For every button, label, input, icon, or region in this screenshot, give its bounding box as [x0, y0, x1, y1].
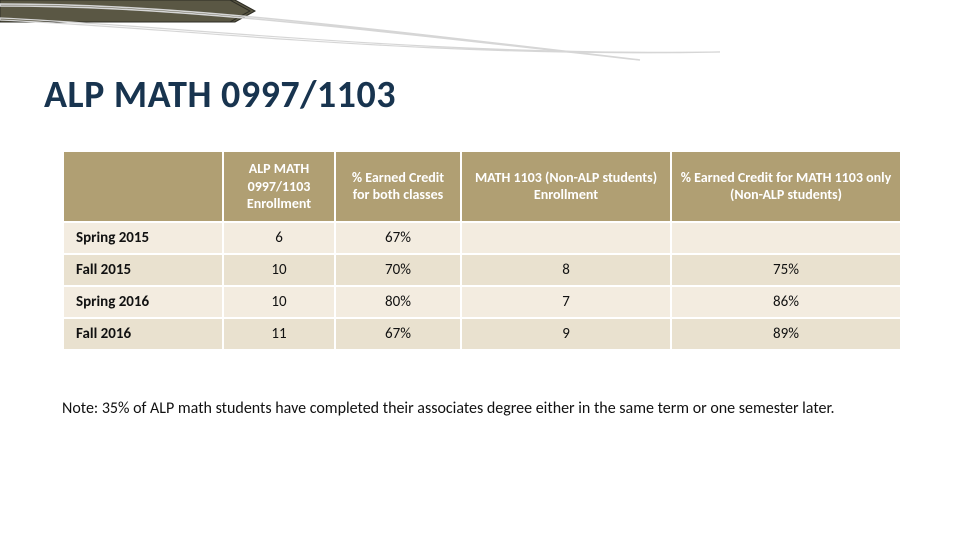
col-header-pct-nonalp: % Earned Credit for MATH 1103 only (Non-…: [671, 151, 901, 222]
table-row: Spring 2016 10 80% 7 86%: [63, 286, 901, 318]
cell: 70%: [335, 254, 461, 286]
table-row: Spring 2015 6 67%: [63, 222, 901, 254]
cell: [461, 222, 671, 254]
row-label: Spring 2015: [63, 222, 223, 254]
cell: 8: [461, 254, 671, 286]
row-label: Spring 2016: [63, 286, 223, 318]
table-header-row: ALP MATH 0997/1103 Enrollment % Earned C…: [63, 151, 901, 222]
row-label: Fall 2015: [63, 254, 223, 286]
cell: 10: [223, 286, 335, 318]
cell: 89%: [671, 318, 901, 350]
cell: 86%: [671, 286, 901, 318]
data-table-wrap: ALP MATH 0997/1103 Enrollment % Earned C…: [62, 150, 900, 351]
row-label: Fall 2016: [63, 318, 223, 350]
cell: 7: [461, 286, 671, 318]
cell: 10: [223, 254, 335, 286]
decorative-ribbon: [0, 0, 320, 62]
data-table: ALP MATH 0997/1103 Enrollment % Earned C…: [62, 150, 902, 351]
cell: 11: [223, 318, 335, 350]
col-header-pct-both: % Earned Credit for both classes: [335, 151, 461, 222]
cell: 67%: [335, 318, 461, 350]
table-row: Fall 2016 11 67% 9 89%: [63, 318, 901, 350]
cell: 75%: [671, 254, 901, 286]
cell: [671, 222, 901, 254]
table-row: Fall 2015 10 70% 8 75%: [63, 254, 901, 286]
col-header-nonalp-enroll: MATH 1103 (Non-ALP students) Enrollment: [461, 151, 671, 222]
col-header-alp-enroll: ALP MATH 0997/1103 Enrollment: [223, 151, 335, 222]
col-header-empty: [63, 151, 223, 222]
cell: 9: [461, 318, 671, 350]
cell: 80%: [335, 286, 461, 318]
cell: 67%: [335, 222, 461, 254]
page-title: ALP MATH 0997/1103: [44, 72, 396, 118]
cell: 6: [223, 222, 335, 254]
footnote: Note: 35% of ALP math students have comp…: [62, 398, 900, 420]
